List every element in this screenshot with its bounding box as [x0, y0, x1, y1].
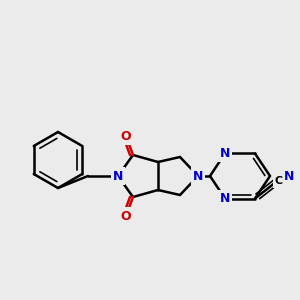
Text: C: C [275, 176, 283, 185]
Text: N: N [284, 170, 294, 183]
Text: N: N [113, 169, 123, 182]
Text: N: N [220, 147, 230, 160]
Text: O: O [121, 209, 131, 223]
Text: N: N [220, 192, 230, 205]
Text: N: N [193, 169, 203, 182]
Text: O: O [121, 130, 131, 142]
